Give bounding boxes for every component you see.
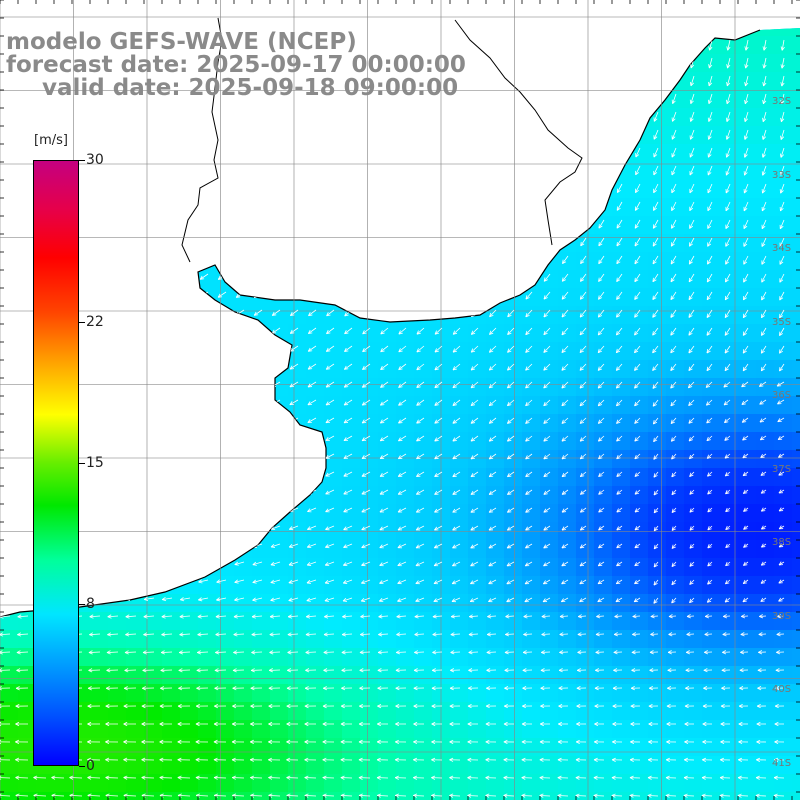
colorbar	[33, 160, 79, 766]
latitude-label: 41S	[772, 757, 792, 769]
coastline	[0, 29, 761, 618]
latitude-label: 37S	[772, 463, 792, 475]
colorbar-tick-label: 22	[86, 313, 104, 330]
latitude-label: 32S	[772, 96, 792, 107]
latitude-label: 35S	[772, 316, 792, 328]
latitude-label: 36S	[772, 390, 792, 401]
colorbar-tick-mark	[79, 321, 85, 323]
forecast-date: forecast date: 2025-09-17 00:00:00	[6, 52, 466, 78]
colorbar-tick-label: 8	[86, 596, 95, 613]
colorbar-tick-label: 15	[86, 455, 104, 471]
latitude-label: 34S	[772, 243, 792, 254]
colorbar-tick-mark	[79, 604, 85, 606]
uruguay-border-line	[454, 19, 583, 246]
colorbar-tick-mark	[79, 463, 85, 464]
colorbar-unit: [m/s]	[34, 133, 68, 148]
model-title: modelo GEFS-WAVE (NCEP)	[6, 29, 357, 55]
colorbar-tick-label: 30	[86, 152, 104, 168]
land-border-line	[181, 17, 223, 263]
colorbar-tick-mark	[79, 160, 85, 161]
colorbar-tick-mark	[79, 766, 85, 767]
latitude-label: 39S	[772, 610, 792, 622]
colorbar-tick-label: 0	[86, 758, 95, 774]
valid-date: valid date: 2025-09-18 09:00:00	[42, 75, 459, 101]
latitude-label: 38S	[772, 537, 792, 548]
latitude-label: 40S	[772, 684, 792, 695]
latitude-label: 33S	[772, 169, 792, 181]
